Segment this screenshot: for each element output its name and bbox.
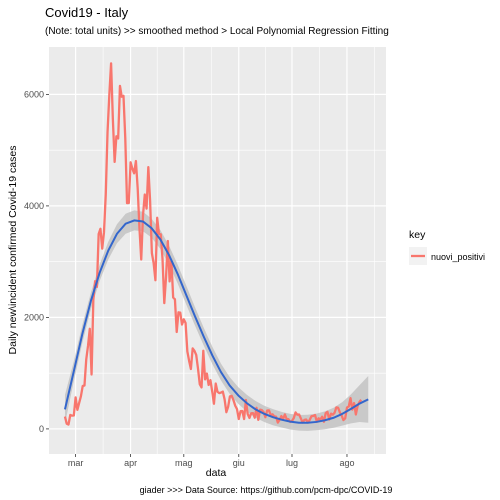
- x-tick-label: apr: [124, 458, 137, 468]
- legend-title: key: [409, 229, 426, 241]
- legend: key nuovi_positivi: [409, 229, 485, 265]
- y-tick-label: 2000: [24, 312, 44, 322]
- x-tick-label: mar: [68, 458, 84, 468]
- y-tick-label: 6000: [24, 89, 44, 99]
- x-axis-title: data: [206, 467, 227, 479]
- legend-label: nuovi_positivi: [431, 252, 485, 262]
- x-tick-label: ago: [339, 458, 354, 468]
- y-axis: 0 2000 4000 6000: [24, 89, 49, 434]
- chart-subtitle: (Note: total units) >> smoothed method >…: [45, 26, 389, 37]
- x-tick-label: lug: [286, 458, 298, 468]
- y-axis-title: Daily new\incident confirmed Covid-19 ca…: [7, 146, 19, 355]
- x-axis: mar apr mag giu lug ago: [68, 454, 354, 468]
- y-tick-label: 4000: [24, 201, 44, 211]
- major-gridlines: [49, 47, 386, 454]
- smooth-line: [63, 219, 369, 424]
- chart-caption: giader >>> Data Source: https://github.c…: [140, 485, 393, 495]
- chart-title: Covid19 - Italy: [45, 5, 129, 20]
- y-tick-label: 0: [39, 424, 44, 434]
- x-tick-label: mag: [175, 458, 193, 468]
- x-tick-label: giu: [233, 458, 245, 468]
- series-line-nuovi-positivi: [63, 62, 363, 426]
